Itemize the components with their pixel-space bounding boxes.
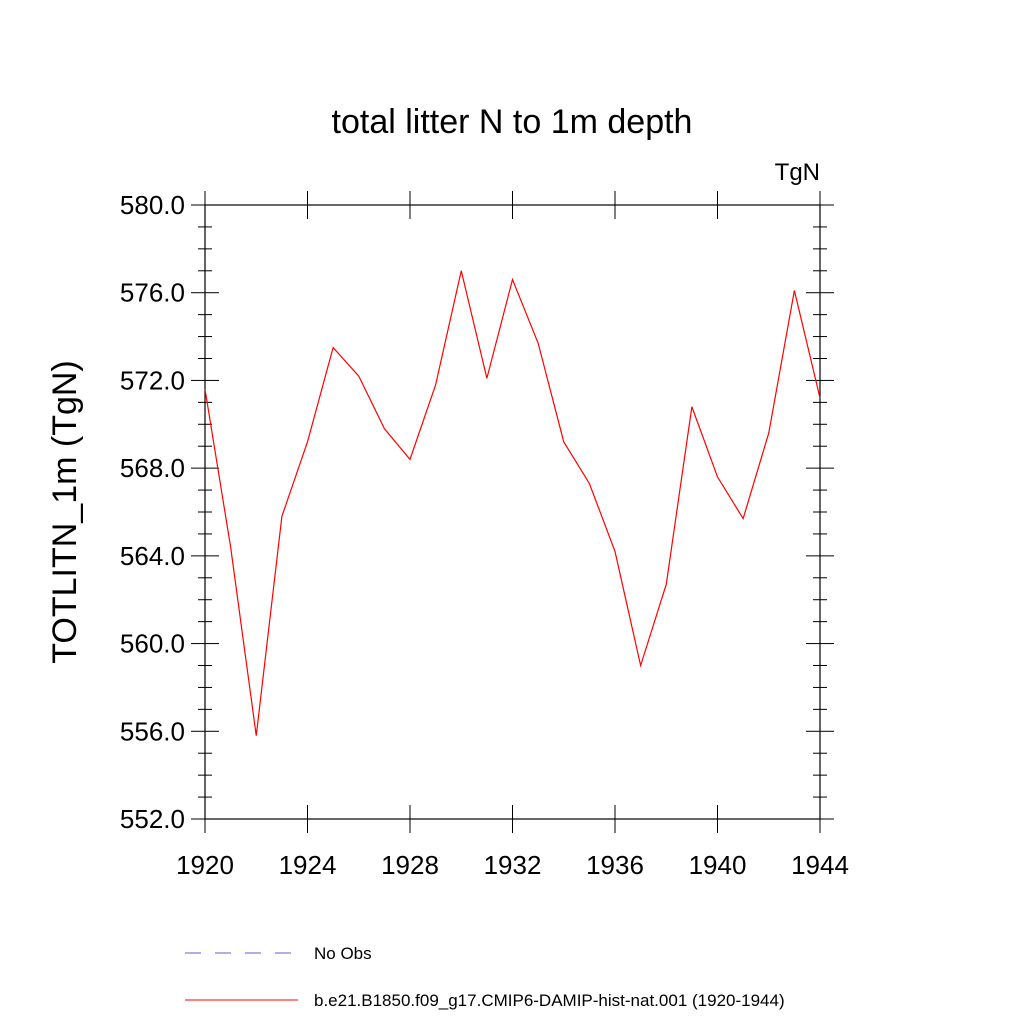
y-tick-label: 556.0 bbox=[120, 716, 185, 746]
x-tick-label: 1924 bbox=[279, 850, 337, 880]
legend: No Obs b.e21.B1850.f09_g17.CMIP6-DAMIP-hi… bbox=[185, 944, 785, 1010]
y-axis-label: TOTLITN_1m (TgN) bbox=[46, 360, 84, 664]
y-tick-label: 580.0 bbox=[120, 190, 185, 220]
y-tick-label: 552.0 bbox=[120, 804, 185, 834]
x-tick-label: 1932 bbox=[484, 850, 542, 880]
series-line bbox=[204, 270, 821, 736]
y-tick-label: 568.0 bbox=[120, 453, 185, 483]
y-tick-label: 564.0 bbox=[120, 541, 185, 571]
x-tick-label: 1928 bbox=[381, 850, 439, 880]
y-tick-label: 576.0 bbox=[120, 278, 185, 308]
legend-label: No Obs bbox=[314, 944, 372, 963]
legend-label: b.e21.B1850.f09_g17.CMIP6-DAMIP-hist-nat… bbox=[314, 991, 785, 1010]
series-layer bbox=[204, 270, 821, 736]
x-tick-label: 1944 bbox=[791, 850, 849, 880]
x-tick-label: 1920 bbox=[176, 850, 234, 880]
y-tick-label: 560.0 bbox=[120, 629, 185, 659]
plot-frame bbox=[204, 204, 821, 820]
x-tick-label: 1940 bbox=[689, 850, 747, 880]
chart-title: total litter N to 1m depth bbox=[332, 103, 693, 141]
y-tick-label: 572.0 bbox=[120, 365, 185, 395]
units-label: TgN bbox=[775, 159, 820, 186]
x-tick-label: 1936 bbox=[586, 850, 644, 880]
axis-ticks: 1920 1924 1928 1932 1936 1940 1944 552.0 556.0 56… bbox=[120, 190, 849, 880]
